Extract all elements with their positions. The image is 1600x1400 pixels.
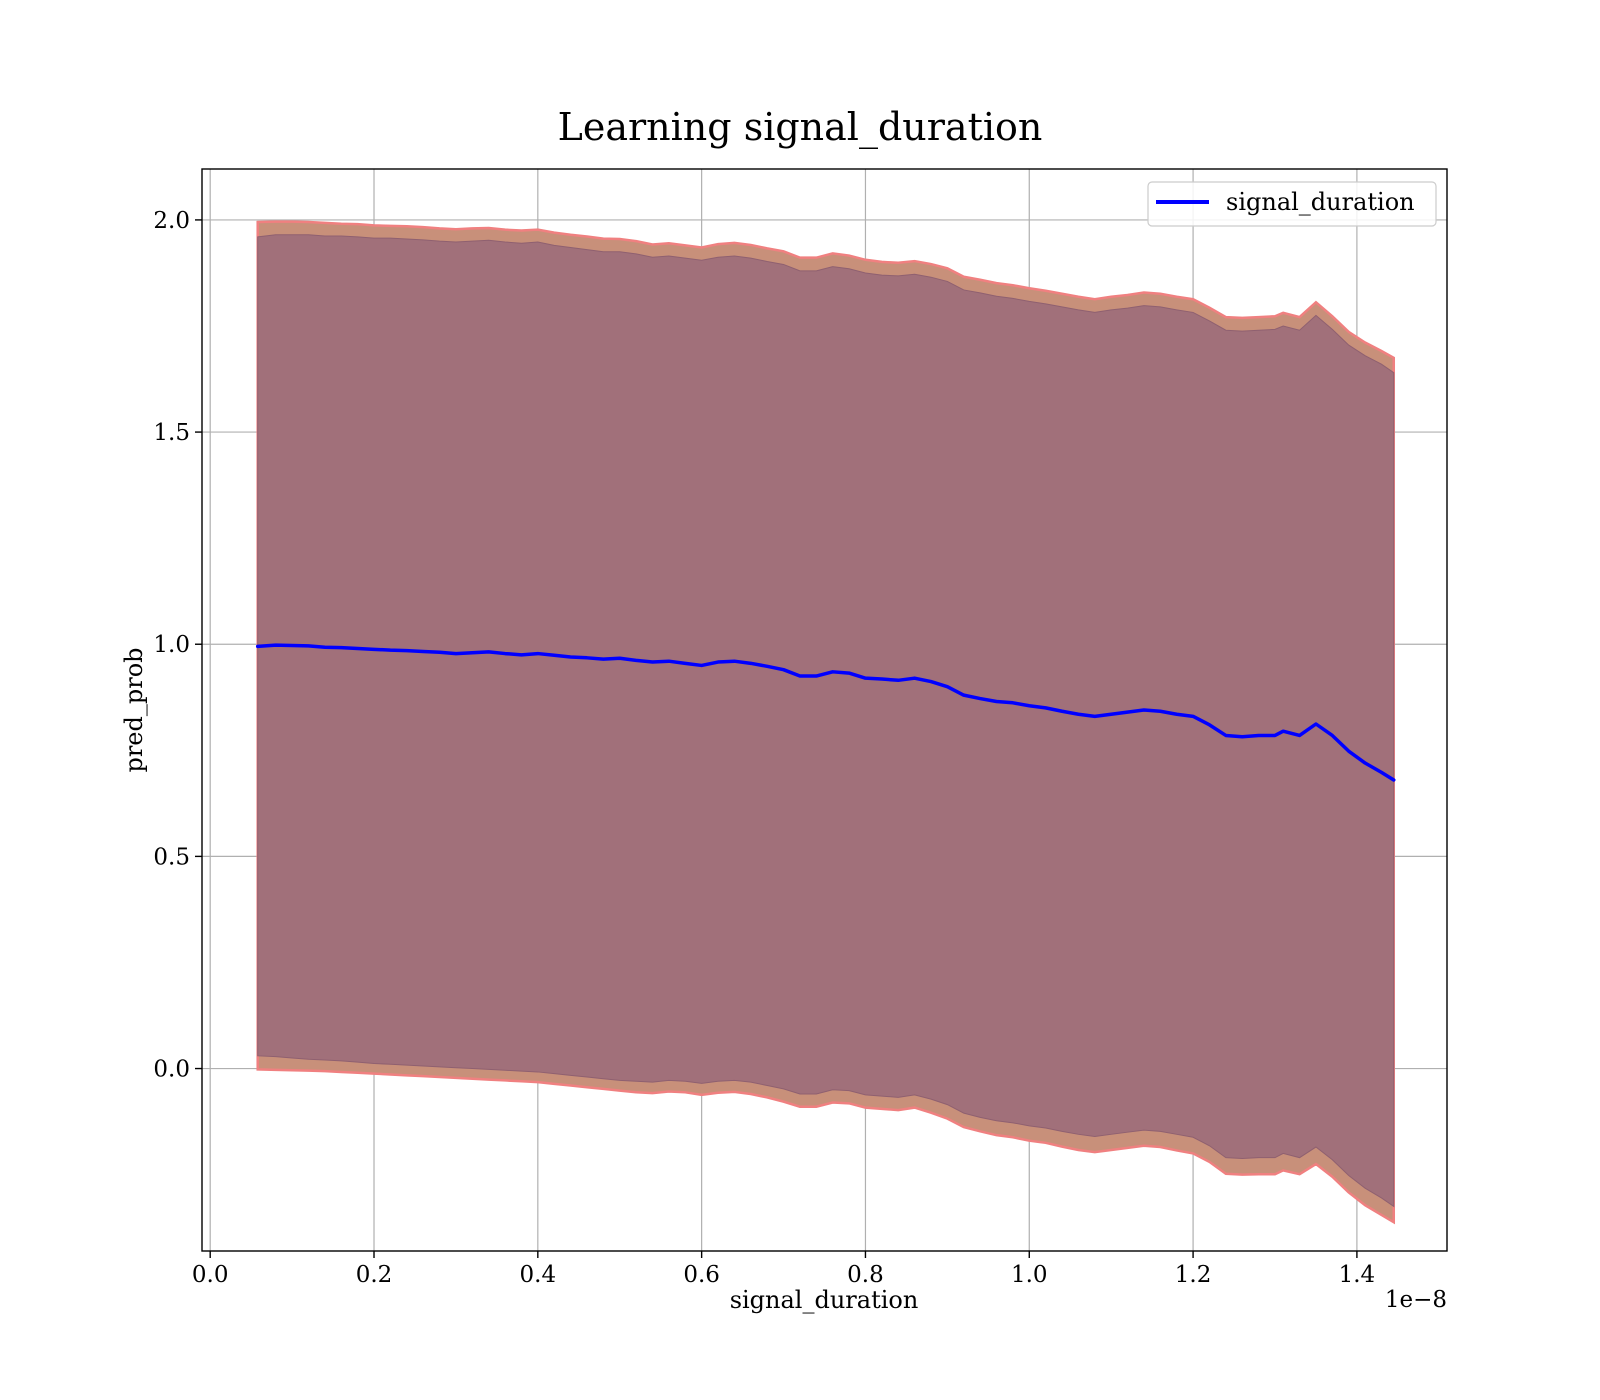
x-tick-label: 1.0 [1011, 1262, 1048, 1288]
x-offset-text: 1e−8 [1385, 1287, 1447, 1313]
y-tick-label: 1.5 [153, 420, 190, 446]
confidence-bands [256, 220, 1396, 1225]
x-tick-label: 0.8 [847, 1262, 884, 1288]
y-axis-label: pred_prob [120, 647, 148, 772]
legend-box [1147, 181, 1437, 227]
chart-title: Learning signal_duration [558, 105, 1043, 150]
y-tick-label: 0.0 [153, 1057, 190, 1083]
x-tick-label: 0.0 [192, 1262, 229, 1288]
y-tick-label: 0.5 [153, 844, 190, 870]
legend: signal_duration [1147, 181, 1437, 227]
y-tick-label: 1.0 [153, 632, 190, 658]
series-lines [255, 643, 1396, 782]
y-tick-label: 2.0 [153, 208, 190, 234]
x-axis-label: signal_duration [730, 1286, 919, 1314]
x-tick-label: 0.4 [520, 1262, 557, 1288]
series-line-signal-duration [255, 643, 1396, 782]
x-tick-label: 0.6 [683, 1262, 720, 1288]
x-tick-label: 1.4 [1339, 1262, 1376, 1288]
plot-area-frame [201, 168, 1448, 1252]
legend-entry-signal-duration: signal_duration [1226, 188, 1415, 216]
axis-ticks: 0.0 0.2 0.4 0.6 0.8 1.0 1.2 1.4 0.0 0.5 1.0 1.5 2.0 [153, 208, 1375, 1288]
inner-band [257, 234, 1395, 1208]
x-tick-label: 1.2 [1175, 1262, 1212, 1288]
x-tick-label: 0.2 [356, 1262, 393, 1288]
